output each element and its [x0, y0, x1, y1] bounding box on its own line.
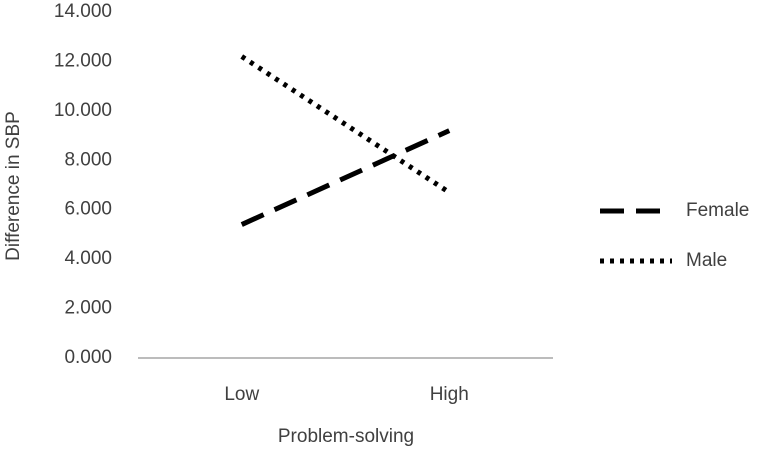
- y-tick-label: 0.000: [64, 347, 112, 368]
- y-tick-label: 2.000: [64, 298, 112, 319]
- y-tick-label: 12.000: [54, 50, 112, 71]
- y-tick-label: 8.000: [64, 149, 112, 170]
- y-tick-label: 10.000: [54, 100, 112, 121]
- series-line: [240, 54, 451, 195]
- y-tick-label: 6.000: [64, 199, 112, 220]
- legend-label: Male: [686, 250, 727, 271]
- x-tick-label: High: [430, 384, 469, 405]
- x-axis-title: Problem-solving: [278, 426, 414, 447]
- y-axis-title: Difference in SBP: [3, 111, 24, 261]
- legend-label: Female: [686, 200, 749, 221]
- y-tick-label: 14.000: [54, 1, 112, 22]
- y-tick-label: 4.000: [64, 248, 112, 269]
- series-line: [240, 128, 451, 227]
- x-tick-label: Low: [224, 384, 259, 405]
